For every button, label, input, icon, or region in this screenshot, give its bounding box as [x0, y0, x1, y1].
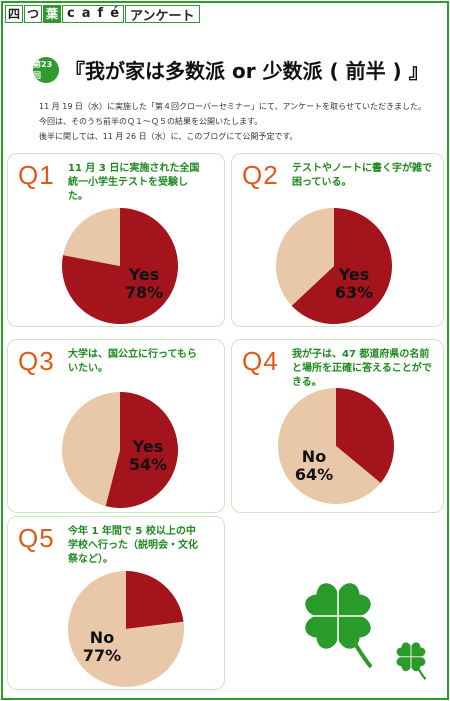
answer-percent: 77% — [82, 646, 122, 665]
question-card-q2: Q2 テストやノートに書く字が雑で困っている。 Yes 63% — [231, 153, 444, 327]
intro-line-3: 後半に関しては、11 月 26 日（水）に、このブログにて公開予定です。 — [39, 132, 298, 141]
question-text: 我が子は、47 都道府県の名前と場所を正確に答えることができる。 — [292, 349, 432, 388]
question-number: Q2 — [242, 160, 279, 190]
pie-slice-no — [62, 392, 120, 507]
answer-label: No 64% — [284, 448, 344, 484]
question-number: Q1 — [18, 160, 55, 190]
pie-slice-yes — [336, 388, 394, 483]
answer-percent: 64% — [294, 465, 334, 484]
pie-chart — [278, 388, 394, 504]
brand-header: 四 つ 葉 c a f é アンケート — [5, 5, 200, 24]
question-number: Q5 — [18, 523, 55, 553]
pie-slice-no — [276, 208, 334, 306]
answer-word: No — [89, 628, 115, 647]
intro-line-2: 今回は、そのうち前半のＱ１～Ｑ５の結果を公開いたします。 — [39, 117, 263, 126]
pie-chart — [276, 208, 392, 324]
page-title: 『我が家は多数派 or 少数派 ( 前半 ) 』 — [65, 59, 429, 83]
issue-badge: 第23回 — [33, 56, 59, 83]
answer-percent: 54% — [128, 455, 168, 474]
pie-slice-yes — [62, 208, 178, 324]
answer-word: Yes — [128, 265, 160, 284]
question-text: 11 月 3 日に実施された全国統一小学生テストを受験した。 — [68, 163, 200, 202]
pie-slice-no — [278, 388, 381, 504]
answer-label: Yes 63% — [324, 266, 384, 302]
brand-char-2: つ — [24, 5, 43, 23]
answer-percent: 78% — [124, 283, 164, 302]
pie-chart — [62, 208, 178, 324]
intro-text: 11 月 19 日（水）に実施した「第４回クローバーセミナー」にて、アンケートを… — [39, 99, 439, 144]
question-text: テストやノートに書く字が雑で困っている。 — [292, 163, 432, 188]
question-card-q1: Q1 11 月 3 日に実施された全国統一小学生テストを受験した。 Yes 78… — [7, 153, 225, 327]
pie-slice-yes — [126, 571, 184, 629]
question-text: 大学は、国公立に行ってもらいたい。 — [68, 349, 197, 374]
brand-cafe-c: c — [67, 6, 75, 21]
pie-slice-yes — [291, 208, 392, 324]
pie-chart — [68, 571, 184, 687]
pie-slice-no — [68, 571, 184, 687]
brand-cafe-a: a — [81, 6, 91, 21]
question-card-q3: Q3 大学は、国公立に行ってもらいたい。 Yes 54% — [7, 339, 225, 513]
question-number: Q3 — [18, 346, 55, 376]
answer-label: Yes 54% — [118, 438, 178, 474]
pie-chart — [62, 392, 178, 508]
brand-char-1: 四 — [5, 5, 24, 23]
answer-word: Yes — [132, 437, 164, 456]
answer-word: Yes — [338, 265, 370, 284]
brand-char-3: 葉 — [43, 5, 62, 23]
brand-cafe: c a f é — [62, 5, 125, 23]
question-card-q5: Q5 今年 1 年間で 5 校以上の中学校へ行った（説明会・文化祭など）。 No… — [7, 516, 225, 690]
pie-slice-yes — [105, 392, 178, 508]
question-card-q4: Q4 我が子は、47 都道府県の名前と場所を正確に答えることができる。 No 6… — [231, 339, 444, 513]
clover-small-icon — [396, 642, 427, 680]
brand-cafe-f: f — [97, 6, 104, 21]
question-number: Q4 — [242, 346, 279, 376]
answer-label: Yes 78% — [114, 266, 174, 302]
title-row: 第23回 『我が家は多数派 or 少数派 ( 前半 ) 』 — [33, 55, 429, 84]
brand-cafe-e: é — [110, 6, 120, 21]
answer-word: No — [301, 447, 327, 466]
intro-line-1: 11 月 19 日（水）に実施した「第４回クローバーセミナー」にて、アンケートを… — [39, 102, 427, 111]
answer-label: No 77% — [72, 629, 132, 665]
clover-large-icon — [305, 583, 373, 669]
question-text: 今年 1 年間で 5 校以上の中学校へ行った（説明会・文化祭など）。 — [68, 526, 198, 565]
pie-slice-no — [63, 208, 120, 266]
brand-anketo: アンケート — [125, 5, 200, 24]
answer-percent: 63% — [334, 283, 374, 302]
